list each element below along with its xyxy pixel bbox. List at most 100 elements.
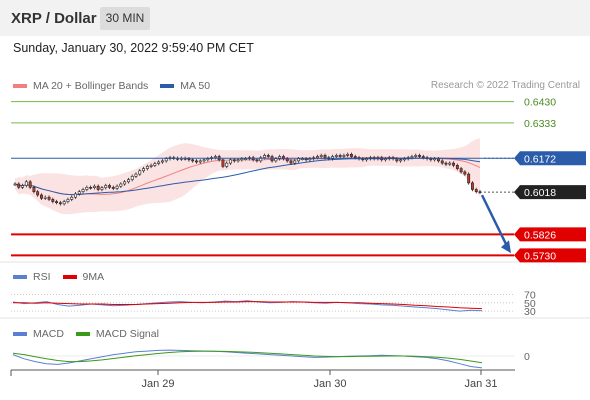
level-label-support: 0.5730 [524,250,556,262]
candle [436,158,440,162]
candle [334,155,338,157]
chart-header: XRP / Dollar 30 MIN [0,0,590,36]
legend-macd-signal: MACD Signal [75,328,159,340]
candle [96,185,100,190]
rsi-legend: RSI 9MA [13,271,116,283]
candle [123,181,127,185]
legend-rsi-swatch [13,275,27,279]
candle [206,158,210,161]
level-tag-support [514,248,586,263]
candle [43,196,47,199]
level-label-resistance: 0.6430 [524,97,556,109]
candle [300,158,304,160]
candle [202,159,206,162]
candle [232,159,236,162]
level-tag-last [514,185,586,200]
bollinger-band [15,138,480,215]
legend-rsi-label: RSI [33,271,51,283]
candle [149,165,153,167]
candle [304,158,308,161]
candle [127,179,130,183]
legend-ma50-label: MA 50 [180,80,211,92]
candle [395,158,399,162]
candle [470,182,474,190]
candle [293,160,297,164]
candle [440,160,444,164]
candle [225,162,229,167]
candle [21,185,24,188]
instrument-title: XRP / Dollar [11,10,97,27]
legend-rsi-ma-label: 9MA [82,271,105,283]
candle [463,171,467,175]
candle [47,196,51,200]
level-label-support: 0.5826 [524,229,556,241]
candle [266,155,270,157]
candle [459,168,463,173]
candle [134,173,138,177]
candle [108,185,112,188]
timeframe-badge[interactable]: 30 MIN [100,7,150,30]
forecast-arrow-head [501,240,511,254]
level-label-last: 0.6018 [524,187,556,199]
candle [383,158,387,161]
macd-signal-line [12,350,483,364]
candle [191,159,195,162]
candle [153,163,157,166]
candle [85,187,89,190]
candle [467,173,471,184]
candle [297,158,300,162]
candle [32,187,36,193]
rsi-tick-label: 70 [524,289,536,301]
candle [346,154,350,156]
candle [308,158,312,161]
legend-macd-signal-swatch [75,332,90,336]
candle [429,158,433,161]
candle [323,155,327,158]
candle [402,158,406,161]
legend-rsi-ma-swatch [62,275,77,279]
candle [100,187,104,190]
candle [414,155,418,157]
candle [28,181,32,188]
rsi-line [12,300,483,312]
legend-macd: MACD [13,328,64,340]
candle [92,185,96,188]
legend-rsi-ma: 9MA [62,271,105,283]
candle [263,155,266,158]
research-credit: Research © 2022 Trading Central [430,80,580,91]
legend-macd-swatch [13,332,27,336]
candle [353,156,357,158]
candle [229,159,232,164]
candle [187,158,191,161]
candle [315,156,319,158]
candle [74,193,77,198]
candle [240,158,244,161]
candle [410,156,414,158]
forecast-arrow-shaft [480,194,510,249]
legend-rsi: RSI [13,271,51,283]
candle [36,191,40,196]
candle [259,157,263,162]
candle [421,156,425,158]
candle [81,189,85,193]
candle [221,159,225,167]
candle [24,181,28,186]
candle [338,155,342,157]
candle [365,158,368,161]
candle [319,155,323,157]
candle [195,160,198,163]
candle [418,155,421,157]
candle [115,185,119,189]
candle [478,191,482,193]
rsi-ma-line [13,301,483,310]
candle [285,158,289,162]
level-tag-ma50 [514,151,586,166]
candle [213,156,217,158]
candle [444,162,448,165]
legend-ma20-label: MA 20 + Bollinger Bands [33,80,149,92]
candle [62,201,66,205]
chart-datetime: Sunday, January 30, 2022 9:59:40 PM CET [13,41,254,55]
candle [361,158,365,161]
candle [164,158,168,162]
